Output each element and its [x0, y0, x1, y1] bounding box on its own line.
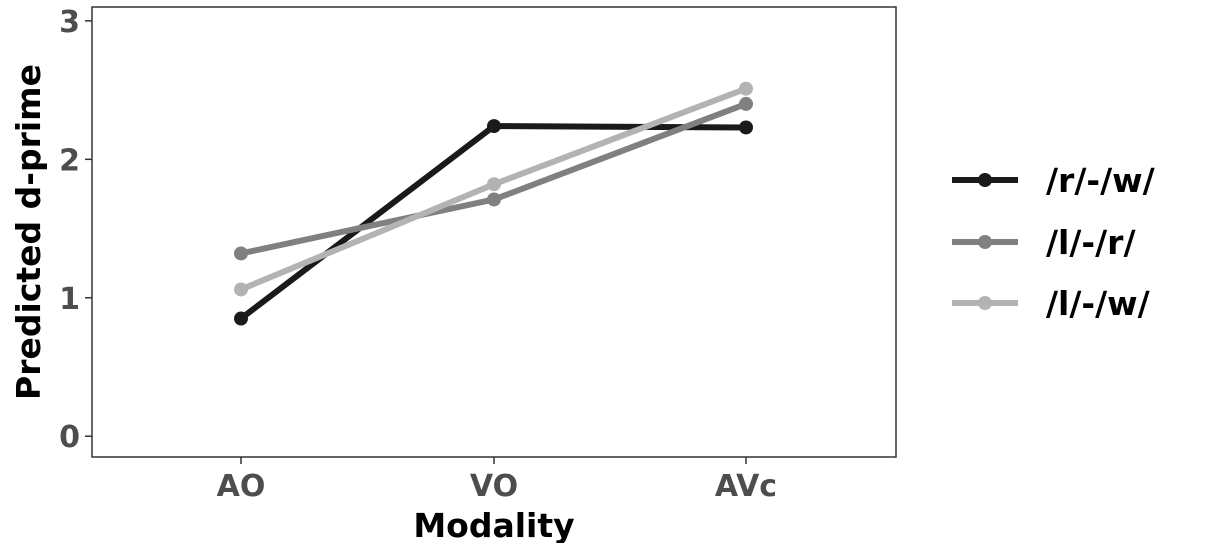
legend-key-point [978, 235, 992, 249]
legend-label: /l/-/r/ [1046, 223, 1136, 262]
legend-item-3: /l/-/w/ [952, 284, 1151, 323]
x-tick-label: AVc [715, 469, 777, 504]
y-axis: 0 1 2 3 [59, 5, 92, 455]
plot-panel [91, 6, 897, 458]
series-2 [234, 96, 753, 261]
plot-border [91, 6, 897, 458]
legend-item-1: /r/-/w/ [952, 161, 1156, 200]
x-tick-label: VO [470, 469, 518, 504]
legend-label: /r/-/w/ [1046, 161, 1156, 200]
y-tick-label: 2 [59, 143, 80, 178]
legend-item-2: /l/-/r/ [952, 223, 1136, 262]
legend-label: /l/-/w/ [1046, 284, 1151, 323]
series-line [238, 123, 749, 322]
y-tick-label: 3 [59, 5, 80, 40]
legend: /r/-/w/ /l/-/r/ /l/-/w/ [952, 161, 1156, 323]
data-point [487, 192, 501, 207]
data-point [487, 177, 501, 192]
data-point [487, 119, 501, 134]
y-axis-title: Predicted d-prime [9, 64, 48, 400]
data-point [739, 81, 753, 96]
x-axis: AO VO AVc [217, 457, 777, 504]
data-point [739, 96, 753, 111]
y-tick-label: 0 [59, 420, 80, 455]
data-point [234, 246, 248, 261]
y-tick-label: 1 [59, 282, 80, 317]
series-1 [234, 119, 753, 326]
series-3 [234, 81, 753, 297]
series-layer [234, 81, 753, 326]
x-axis-title: Modality [413, 506, 574, 543]
x-tick-label: AO [217, 469, 266, 504]
data-point [739, 120, 753, 135]
data-point [234, 282, 248, 297]
data-point [234, 311, 248, 326]
legend-key-point [978, 296, 992, 310]
legend-key-point [978, 173, 992, 187]
